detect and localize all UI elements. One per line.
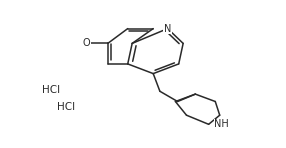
- Text: N: N: [164, 24, 171, 34]
- Text: HCl: HCl: [57, 102, 75, 112]
- Text: O: O: [83, 38, 91, 48]
- Text: HCl: HCl: [42, 85, 60, 95]
- Text: NH: NH: [214, 119, 229, 129]
